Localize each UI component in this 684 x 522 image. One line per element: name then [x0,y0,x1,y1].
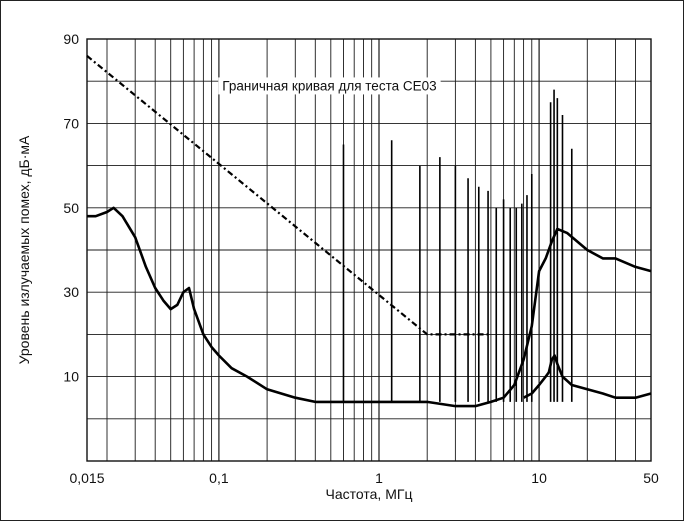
limit-curve-line [86,55,491,336]
series-layer [86,55,652,408]
emission-line [87,206,652,408]
plot-border [86,38,652,462]
x-axis-label: Частота, МГц [326,486,413,502]
limit-curve-annotation: Граничная кривая для теста CE03 [222,78,436,93]
y-tick-label: 90 [63,31,79,47]
y-tick-label: 70 [63,115,79,131]
x-tick-label: 0,1 [209,470,229,486]
y-tick-labels: 90 70 50 30 10 [63,31,79,385]
x-tick-label: 10 [531,470,547,486]
x-tick-label: 1 [375,470,383,486]
horizontal-gridlines [87,80,651,420]
annotation-background [218,77,441,95]
y-tick-label: 50 [63,200,79,216]
x-tick-label: 0,015 [69,470,104,486]
x-tick-labels: 0,015 0,1 1 10 50 [69,470,659,486]
y-axis-label: Уровень излучаемых помех, дБ·мА [16,135,32,364]
y-tick-label: 10 [63,369,79,385]
y-tick-label: 30 [63,284,79,300]
x-tick-label: 50 [643,470,659,486]
